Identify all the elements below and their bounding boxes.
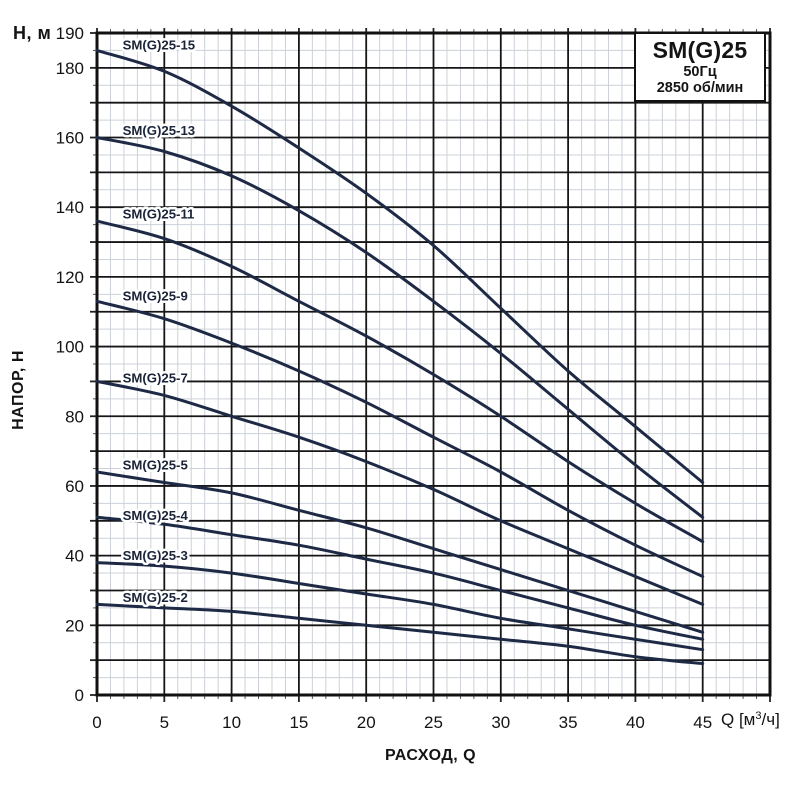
y-tick-label: 20 xyxy=(65,616,84,635)
chart-title-box: SM(G)25 50Гц 2850 об/мин xyxy=(634,32,766,102)
y-axis-unit-label: Н, м xyxy=(13,23,52,43)
x-tick-label: 35 xyxy=(559,713,578,732)
x-tick-label: 30 xyxy=(491,713,510,732)
frequency-label: 50Гц xyxy=(683,63,717,80)
x-tick-label: 25 xyxy=(424,713,443,732)
curve-labels: SM(G)25-15 SM(G)25-13 SM(G)25-11 SM(G)25-9 S… xyxy=(120,35,198,607)
y-tick-label: 140 xyxy=(56,198,84,217)
curve-sm-g-25-7 xyxy=(95,379,705,606)
x-tick-label: 40 xyxy=(626,713,645,732)
curve-label-sm-g-25-15: SM(G)25-15 xyxy=(123,38,196,53)
curve-label-sm-g-25-13: SM(G)25-13 xyxy=(123,123,196,138)
y-tick-label: 60 xyxy=(65,477,84,496)
curve-sm-g-25-4 xyxy=(95,515,705,641)
x-unit-pre: Q [м xyxy=(721,710,756,729)
x-tick-label: 0 xyxy=(92,713,101,732)
grid-major xyxy=(97,33,770,695)
y-tick-label: 190 xyxy=(56,24,84,43)
y-tick-label: 100 xyxy=(56,338,84,357)
x-tick-label: 15 xyxy=(289,713,308,732)
curve-sm-g-25-9 xyxy=(95,299,705,578)
x-tick-label: 10 xyxy=(222,713,241,732)
x-tick-labels: 0 5 10 15 20 25 30 35 40 45 xyxy=(92,713,712,732)
plot-border xyxy=(95,31,772,697)
pump-model: SM(G)25 xyxy=(652,36,748,63)
curve-label-sm-g-25-3: SM(G)25-3 xyxy=(123,548,188,563)
y-tick-label: 0 xyxy=(75,686,84,705)
y-tick-labels: 0 20 40 60 80 100 120 140 160 180 190 xyxy=(56,24,84,705)
curve-label-sm-g-25-4: SM(G)25-4 xyxy=(123,508,189,523)
y-tick-label: 80 xyxy=(65,407,84,426)
curve-sm-g-25-5 xyxy=(95,470,705,634)
curve-sm-g-25-13 xyxy=(95,136,705,519)
x-unit-post: /ч] xyxy=(761,710,780,729)
y-tick-label: 180 xyxy=(56,59,84,78)
x-tick-label: 45 xyxy=(693,713,712,732)
curve-label-sm-g-25-9: SM(G)25-9 xyxy=(123,289,188,304)
curve-label-sm-g-25-5: SM(G)25-5 xyxy=(123,458,188,473)
y-axis-title: НАПОР, Н xyxy=(10,350,27,430)
y-tick-label: 40 xyxy=(65,547,84,566)
curve-sm-g-25-3 xyxy=(95,561,705,652)
x-tick-label: 20 xyxy=(357,713,376,732)
curve-label-sm-g-25-7: SM(G)25-7 xyxy=(123,370,188,385)
y-tick-label: 120 xyxy=(56,268,84,287)
curve-label-sm-g-25-11: SM(G)25-11 xyxy=(123,207,195,222)
pump-curves xyxy=(95,48,705,666)
curve-label-sm-g-25-2: SM(G)25-2 xyxy=(123,590,188,605)
curve-sm-g-25-2 xyxy=(95,602,705,666)
x-axis-title: РАСХОД, Q xyxy=(385,747,477,764)
y-tick-label: 160 xyxy=(56,129,84,148)
curve-sm-g-25-11 xyxy=(95,219,705,544)
curve-sm-g-25-15 xyxy=(95,48,705,484)
x-tick-label: 5 xyxy=(160,713,169,732)
x-unit-superscript: 3 xyxy=(755,710,762,722)
x-axis-unit-label: Q [м3/ч] xyxy=(721,710,780,730)
rotation-speed-label: 2850 об/мин xyxy=(656,79,744,96)
